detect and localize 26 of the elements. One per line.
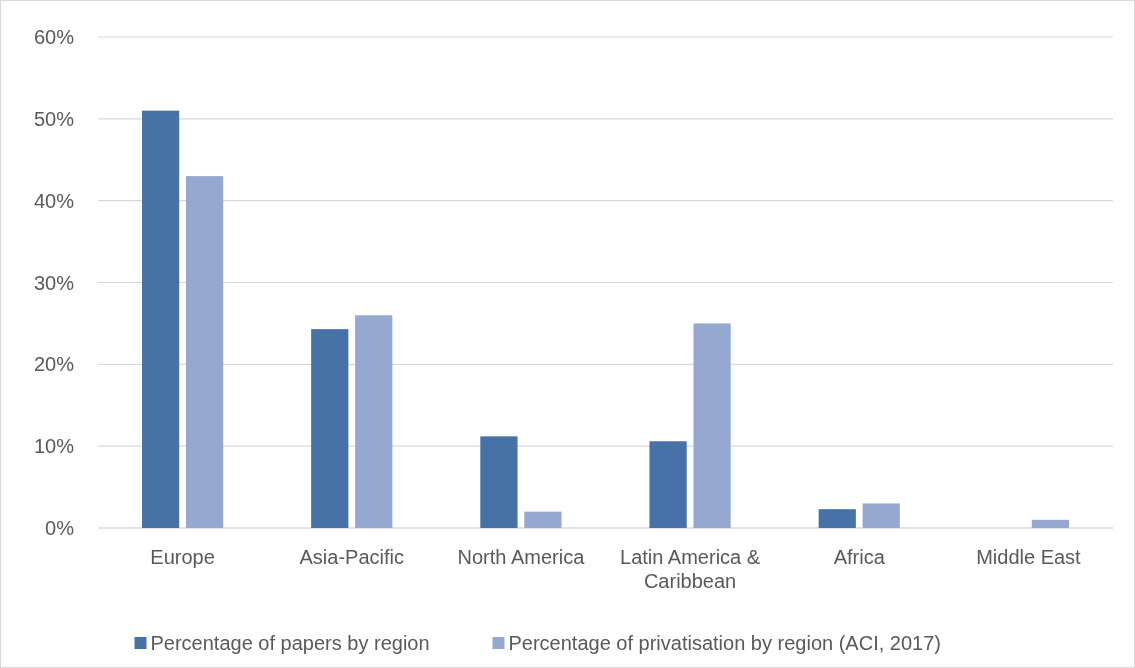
legend-label: Percentage of privatisation by region (ACI, 2017) xyxy=(508,632,941,654)
bar xyxy=(185,176,224,528)
bar xyxy=(818,509,856,528)
x-tick-label: Africa xyxy=(833,546,886,568)
y-tick-label: 0% xyxy=(45,517,75,539)
y-tick-label: 30% xyxy=(33,271,75,294)
bar xyxy=(355,315,393,528)
bar xyxy=(862,503,900,528)
y-tick-label: 10% xyxy=(33,435,75,458)
x-tick-label: North America xyxy=(457,546,586,568)
x-tick-label: Latin America & Caribbean xyxy=(620,546,761,592)
y-tick-label: 40% xyxy=(33,189,75,212)
legend-label: Percentage of papers by region xyxy=(150,632,430,654)
x-tick-label: Europe xyxy=(150,546,215,568)
y-tick-label: 20% xyxy=(33,353,75,376)
y-tick-label: 60% xyxy=(33,26,75,48)
bar xyxy=(693,323,731,528)
bar xyxy=(524,511,562,528)
bar xyxy=(141,110,180,528)
y-tick-label: 50% xyxy=(33,107,75,130)
bar xyxy=(311,329,349,528)
bar xyxy=(1031,519,1070,528)
bar xyxy=(649,441,687,528)
x-tick-label: Middle East xyxy=(976,546,1082,568)
x-tick-label: Asia-Pacific xyxy=(299,546,404,568)
bar xyxy=(480,436,518,528)
